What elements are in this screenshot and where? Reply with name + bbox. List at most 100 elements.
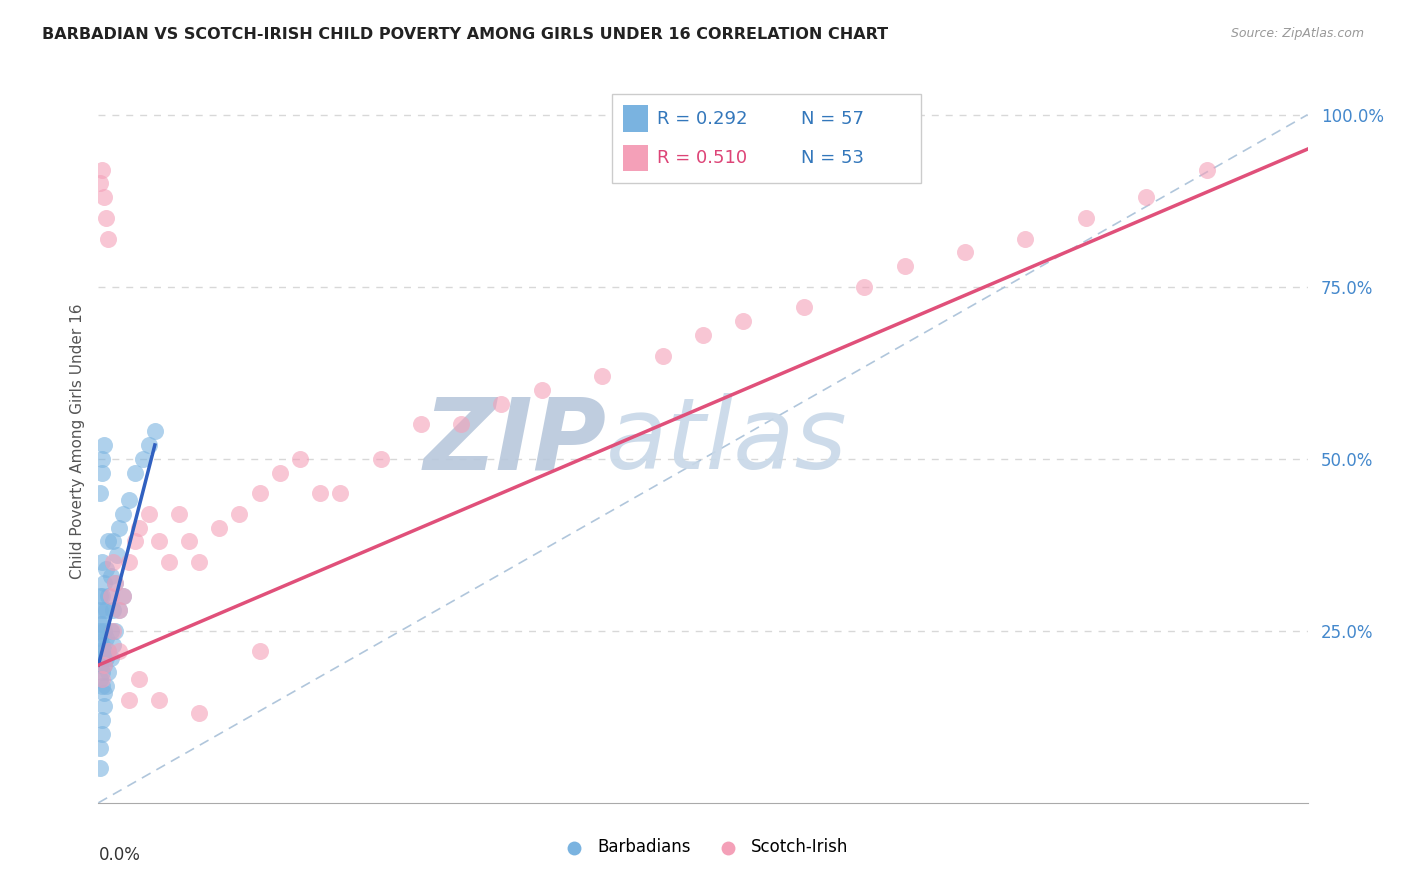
Point [91,616,114,631]
Point [409,417,432,432]
Point [96,651,118,665]
Point [138,438,160,452]
Point [89,177,111,191]
Point [853,279,876,293]
Point [97,644,120,658]
Point [89,624,111,638]
Point [188,706,211,721]
Point [97,644,120,658]
Point [89,616,111,631]
Point [124,466,146,480]
Point [1074,211,1097,225]
Point [450,417,472,432]
Point [93,603,115,617]
Point [93,686,115,700]
Point [100,568,122,582]
Text: R = 0.510: R = 0.510 [657,149,747,167]
Point [91,651,114,665]
Point [100,624,122,638]
Text: ZIP: ZIP [423,393,606,490]
Point [93,658,115,673]
Point [148,692,170,706]
Point [91,466,114,480]
Point [128,672,150,686]
Point [118,493,141,508]
Text: BARBADIAN VS SCOTCH-IRISH CHILD POVERTY AMONG GIRLS UNDER 16 CORRELATION CHART: BARBADIAN VS SCOTCH-IRISH CHILD POVERTY … [42,27,889,42]
Point [651,349,673,363]
Point [491,397,513,411]
Point [97,590,120,604]
Point [96,211,118,225]
Point [1135,190,1157,204]
Point [370,451,392,466]
Point [148,534,170,549]
Point [89,486,111,500]
Point [107,603,129,617]
Point [124,534,146,549]
Point [111,590,134,604]
Point [138,507,160,521]
Point [91,665,114,679]
Point [793,301,815,315]
Point [143,424,166,438]
Point [249,486,271,500]
Point [89,740,111,755]
Point [89,590,111,604]
Point [96,603,118,617]
Point [167,507,190,521]
Point [309,486,332,500]
Point [97,534,120,549]
Point [128,520,150,534]
Point [107,644,129,658]
Point [103,624,125,638]
Point [91,638,114,652]
Point [91,672,114,686]
Point [692,327,714,342]
Point [269,466,291,480]
Point [1014,231,1036,245]
Point [93,699,115,714]
Point [91,713,114,727]
Point [93,438,115,452]
Text: N = 57: N = 57 [801,110,865,128]
Point [97,665,120,679]
Point [96,631,118,645]
Text: atlas: atlas [606,393,848,490]
Point [208,520,231,534]
Point [93,190,115,204]
Point [107,520,129,534]
Point [179,534,201,549]
Point [288,451,311,466]
Point [530,383,553,397]
Point [91,590,114,604]
Point [329,486,352,500]
Point [91,162,114,177]
Point [118,555,141,569]
Point [89,631,111,645]
Y-axis label: Child Poverty Among Girls Under 16: Child Poverty Among Girls Under 16 [69,304,84,579]
Point [105,548,128,562]
Point [91,555,114,569]
Point [591,369,613,384]
Point [96,679,118,693]
Point [101,624,124,638]
Point [103,575,125,590]
Text: R = 0.292: R = 0.292 [657,110,747,128]
Point [733,314,755,328]
Point [89,603,111,617]
Point [893,259,915,273]
Point [93,575,115,590]
Point [93,658,115,673]
Point [89,658,111,673]
Point [103,575,125,590]
Point [97,231,120,245]
Point [101,555,124,569]
Point [89,761,111,775]
Point [118,692,141,706]
Point [228,507,250,521]
Text: 0.0%: 0.0% [98,847,141,864]
Point [91,679,114,693]
Point [101,534,124,549]
Point [91,451,114,466]
Point [132,451,155,466]
